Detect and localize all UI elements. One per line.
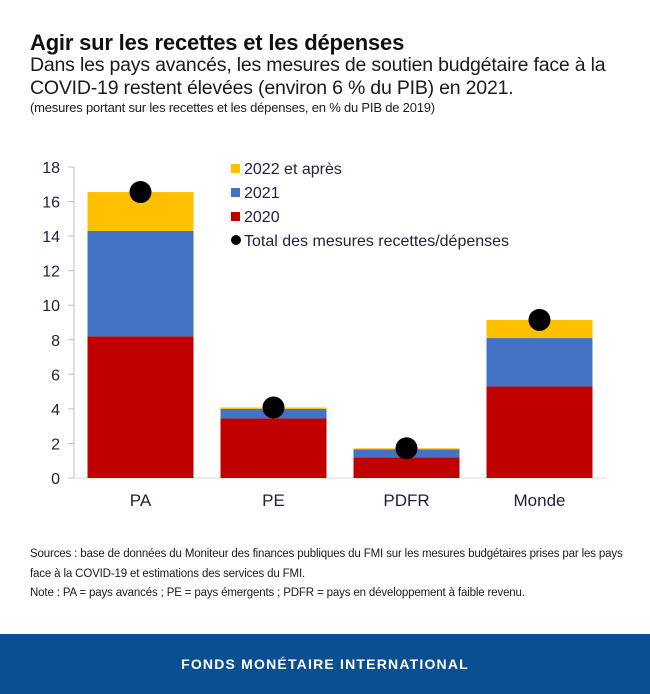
y-tick-label: 0 xyxy=(51,471,60,488)
y-tick-label: 14 xyxy=(42,229,60,246)
bar-pdfr-2020 xyxy=(353,457,460,478)
chart-subtitle: Dans les pays avancés, les mesures de so… xyxy=(30,54,606,99)
y-tick-label: 12 xyxy=(42,264,60,281)
y-tick-label: 8 xyxy=(51,333,60,350)
x-category-label: Monde xyxy=(514,491,566,510)
notes: Sources : base de données du Moniteur de… xyxy=(30,545,630,604)
legend-swatch xyxy=(231,164,240,173)
y-tick-label: 10 xyxy=(42,298,60,315)
total-marker-pa xyxy=(129,181,152,204)
y-tick-label: 18 xyxy=(42,160,60,177)
legend: 2022 et après 2021 2020 Total des mesures r… xyxy=(231,161,509,250)
legend-label: 2020 xyxy=(244,209,280,226)
bar-pa-2020 xyxy=(87,336,194,478)
y-tick-label: 6 xyxy=(51,367,60,384)
sources-text: Sources : base de données du Moniteur de… xyxy=(30,548,623,580)
x-category-label: PDFR xyxy=(383,491,429,510)
legend-label: 2022 et après xyxy=(244,161,342,178)
bar-pe-2020 xyxy=(220,418,327,478)
stacked-bar-chart: 0 2 4 6 8 10 12 14 16 18 PA PE PDFR Monde 2022 et apr… xyxy=(42,160,606,510)
total-marker-monde xyxy=(528,308,551,331)
axes: 0 2 4 6 8 10 12 14 16 18 PA PE PDFR Monde xyxy=(42,160,606,510)
footer-banner: FONDS MONÉTAIRE INTERNATIONAL xyxy=(0,634,650,694)
x-category-label: PE xyxy=(262,491,285,510)
y-tick-label: 4 xyxy=(51,402,60,419)
total-marker-pdfr xyxy=(395,437,418,460)
footer-label: FONDS MONÉTAIRE INTERNATIONAL xyxy=(181,656,469,672)
legend-label: 2021 xyxy=(244,185,280,202)
y-tick-label: 16 xyxy=(42,195,60,212)
bar-monde-2021 xyxy=(486,338,593,387)
y-tick-label: 2 xyxy=(51,436,60,453)
x-category-label: PA xyxy=(130,491,152,510)
chart-units: (mesures portant sur les recettes et les… xyxy=(30,100,435,115)
total-marker-pe xyxy=(262,396,285,419)
bar-monde-2020 xyxy=(486,386,593,478)
legend-swatch xyxy=(231,188,240,197)
note-text: Note : PA = pays avancés ; PE = pays éme… xyxy=(30,587,525,599)
legend-label: Total des mesures recettes/dépenses xyxy=(244,233,509,250)
legend-marker-circle xyxy=(231,235,241,245)
legend-swatch xyxy=(231,212,240,221)
chart-title: Agir sur les recettes et les dépenses xyxy=(30,30,405,55)
total-markers xyxy=(129,181,551,460)
bar-pa-2021 xyxy=(87,230,194,337)
